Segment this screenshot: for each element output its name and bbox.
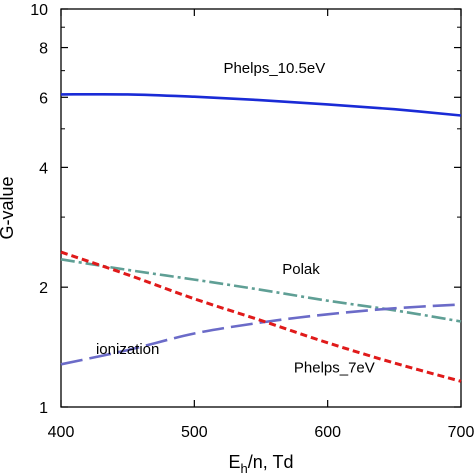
axis-ticks: 400 500 600 700 1 2 4 6 8 10	[30, 2, 474, 441]
y-tick-label: 4	[39, 160, 48, 177]
series-label: Polak	[282, 261, 320, 278]
x-tick-label: 600	[314, 424, 341, 441]
series-line-phelps-7ev	[60, 250, 462, 383]
x-tick-label: 400	[48, 424, 75, 441]
y-tick-label: 1	[39, 400, 48, 417]
series-label: Phelps_10.5eV	[223, 60, 325, 77]
y-tick-label: 6	[39, 90, 48, 107]
plot-frame	[60, 8, 462, 408]
y-tick-label: 10	[30, 2, 48, 19]
series-label: ionization	[96, 341, 159, 358]
x-tick-label: 500	[181, 424, 208, 441]
x-axis-title: Eh/n, Td	[229, 452, 294, 474]
x-tick-label: 700	[448, 424, 474, 441]
series-line-ionization	[60, 303, 462, 366]
y-axis-title: G-value	[0, 176, 17, 239]
series-labels: Phelps_10.5eV Polak ionization Phelps_7eV	[96, 60, 375, 376]
series-line-phelps-10-5ev	[60, 92, 462, 117]
series-label: Phelps_7eV	[294, 360, 375, 377]
series-lines	[60, 92, 462, 383]
series-line-polak	[60, 258, 462, 323]
y-tick-label: 2	[39, 280, 48, 297]
y-tick-label: 8	[39, 41, 48, 58]
